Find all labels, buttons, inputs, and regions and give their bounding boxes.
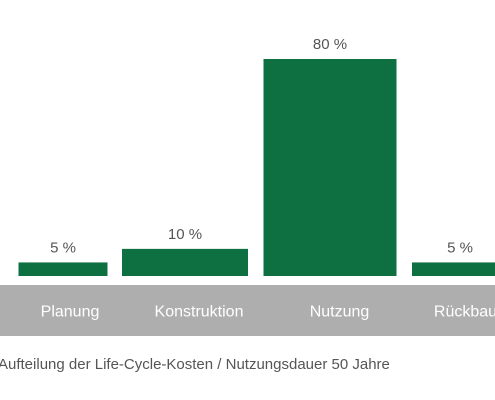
value-label: 10 % [168, 226, 202, 243]
bar [18, 262, 108, 276]
phase-arrow [250, 285, 429, 336]
value-label: 5 % [50, 239, 76, 256]
category-label: Rückbau [434, 304, 495, 321]
bar [412, 262, 495, 276]
value-label: 80 % [313, 36, 347, 53]
bar [122, 248, 248, 276]
category-label: Konstruktion [155, 304, 244, 321]
phase-arrow [112, 285, 286, 336]
bar [263, 59, 397, 276]
value-label: 5 % [447, 239, 473, 256]
chart-caption: Aufteilung der Life-Cycle-Kosten / Nutzu… [0, 356, 390, 373]
category-label: Planung [41, 304, 100, 321]
phase-arrow [395, 285, 495, 336]
phase-arrow [0, 285, 148, 336]
category-label: Nutzung [310, 304, 370, 321]
